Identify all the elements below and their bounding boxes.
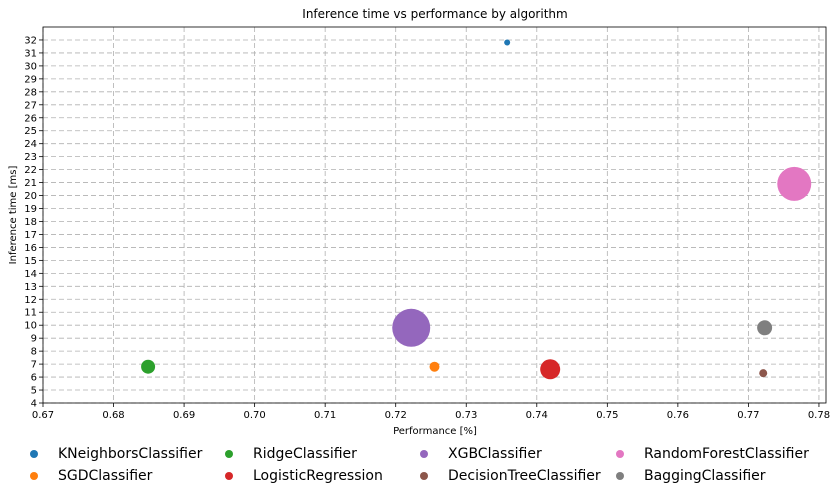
y-tick-label: 22 bbox=[24, 165, 37, 176]
grid bbox=[42, 27, 826, 404]
x-tick-label: 0.69 bbox=[173, 410, 195, 421]
y-tick-label: 17 bbox=[24, 230, 37, 241]
legend-entry: BaggingClassifier bbox=[608, 466, 808, 486]
legend-entry: DecisionTreeClassifier bbox=[412, 466, 608, 486]
plot-frame bbox=[42, 26, 827, 404]
data-point bbox=[540, 359, 561, 380]
legend-entry: LogisticRegression bbox=[217, 466, 412, 486]
y-tick-label: 11 bbox=[24, 308, 37, 319]
y-tick-label: 13 bbox=[24, 282, 37, 293]
axis-ticks: 0.67 0.68 0.69 0.70 0.71 0.72 0.73 0.74 0.75 0.76… bbox=[24, 35, 830, 421]
legend-label: XGBClassifier bbox=[448, 446, 542, 462]
y-tick-label: 29 bbox=[24, 74, 37, 85]
legend-marker bbox=[420, 450, 428, 458]
y-tick-label: 16 bbox=[24, 243, 37, 254]
x-tick-label: 0.74 bbox=[526, 410, 548, 421]
y-tick-label: 19 bbox=[24, 204, 37, 215]
legend-entry: XGBClassifier bbox=[412, 444, 608, 464]
legend-entry: SGDClassifier bbox=[22, 466, 217, 486]
data-points bbox=[141, 39, 812, 380]
chart: Inference time vs performance by algorit… bbox=[8, 7, 830, 437]
y-tick-label: 21 bbox=[24, 178, 37, 189]
x-tick-label: 0.73 bbox=[455, 410, 477, 421]
y-tick-label: 20 bbox=[24, 191, 37, 202]
x-tick-label: 0.78 bbox=[808, 410, 830, 421]
x-axis-label: Performance [%] bbox=[393, 426, 477, 437]
x-tick-label: 0.72 bbox=[385, 410, 407, 421]
y-tick-label: 32 bbox=[24, 35, 37, 46]
legend-label: SGDClassifier bbox=[58, 468, 153, 484]
x-tick-label: 0.76 bbox=[667, 410, 689, 421]
x-tick-label: 0.77 bbox=[737, 410, 759, 421]
legend-marker bbox=[420, 472, 428, 480]
data-point bbox=[392, 308, 431, 347]
data-point bbox=[141, 359, 156, 374]
y-tick-label: 7 bbox=[31, 360, 37, 371]
legend-entry: RandomForestClassifier bbox=[608, 444, 809, 464]
y-tick-label: 6 bbox=[31, 373, 37, 384]
x-tick-label: 0.71 bbox=[314, 410, 336, 421]
y-tick-label: 18 bbox=[24, 217, 37, 228]
legend-label: KNeighborsClassifier bbox=[58, 446, 203, 462]
y-tick-label: 30 bbox=[24, 61, 37, 72]
y-tick-label: 27 bbox=[24, 100, 37, 111]
legend-marker bbox=[225, 472, 233, 480]
legend-marker bbox=[225, 450, 233, 458]
data-point bbox=[757, 320, 773, 336]
data-point bbox=[777, 166, 812, 201]
chart-title: Inference time vs performance by algorit… bbox=[302, 7, 567, 21]
y-tick-label: 24 bbox=[24, 139, 37, 150]
legend-label: DecisionTreeClassifier bbox=[448, 468, 601, 484]
data-point bbox=[504, 39, 511, 46]
legend-entry: RidgeClassifier bbox=[217, 444, 412, 464]
legend-marker bbox=[616, 472, 624, 480]
legend-marker bbox=[30, 472, 38, 480]
y-tick-label: 10 bbox=[24, 321, 37, 332]
legend-label: BaggingClassifier bbox=[644, 468, 766, 484]
data-point bbox=[759, 369, 768, 378]
y-tick-label: 8 bbox=[31, 347, 37, 358]
legend-label: LogisticRegression bbox=[253, 468, 383, 484]
legend-label: RandomForestClassifier bbox=[644, 446, 809, 462]
y-tick-label: 12 bbox=[24, 295, 37, 306]
y-tick-label: 26 bbox=[24, 113, 37, 124]
y-tick-label: 23 bbox=[24, 152, 37, 163]
x-tick-label: 0.75 bbox=[596, 410, 618, 421]
y-tick-label: 9 bbox=[31, 334, 37, 345]
legend-entry: KNeighborsClassifier bbox=[22, 444, 217, 464]
y-tick-label: 28 bbox=[24, 87, 37, 98]
x-tick-label: 0.70 bbox=[243, 410, 265, 421]
legend: KNeighborsClassifier SGDClassifier RidgeCl… bbox=[22, 444, 822, 486]
y-tick-label: 4 bbox=[31, 399, 37, 410]
y-tick-label: 25 bbox=[24, 126, 37, 137]
x-tick-label: 0.68 bbox=[102, 410, 124, 421]
y-tick-label: 14 bbox=[24, 269, 37, 280]
legend-marker bbox=[30, 450, 38, 458]
y-tick-label: 15 bbox=[24, 256, 37, 267]
x-tick-label: 0.67 bbox=[32, 410, 54, 421]
legend-marker bbox=[616, 450, 624, 458]
y-tick-label: 31 bbox=[24, 48, 37, 59]
y-tick-label: 5 bbox=[31, 386, 37, 397]
data-point bbox=[429, 361, 440, 372]
legend-label: RidgeClassifier bbox=[253, 446, 357, 462]
y-axis-label: Inference time [ms] bbox=[8, 166, 19, 265]
